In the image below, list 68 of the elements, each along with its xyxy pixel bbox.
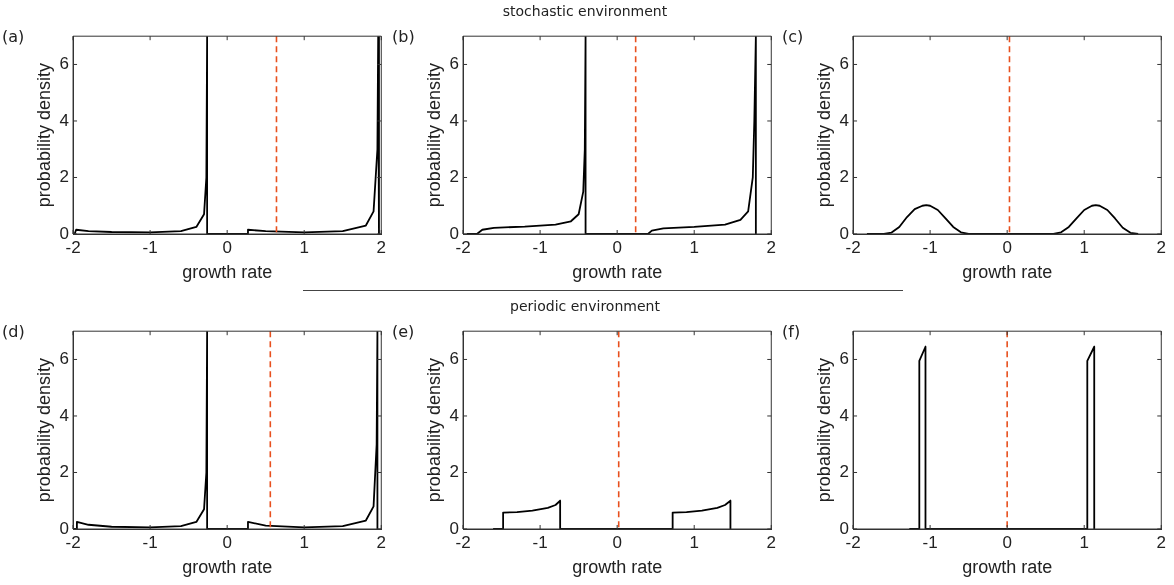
x-axis-title: growth rate	[572, 557, 663, 578]
y-tick-label: 2	[59, 167, 70, 187]
x-tick-label: 2	[376, 237, 387, 257]
text: (b)	[392, 27, 415, 47]
y-axis-title: probability density	[33, 63, 54, 208]
text: (e)	[392, 322, 415, 342]
y-tick-label: 4	[839, 110, 850, 130]
y-tick-label: 0	[839, 223, 850, 243]
x-tick-label: 2	[766, 532, 777, 552]
y-tick-label: 6	[59, 54, 70, 74]
y-tick-label: 6	[59, 349, 70, 369]
x-tick-label: 0	[222, 237, 232, 257]
chart-title: stochastic environment	[501, 2, 669, 21]
x-axis-title: growth rate	[182, 262, 273, 283]
y-tick-label: 4	[839, 405, 850, 425]
x-tick-label: 0	[1002, 237, 1012, 257]
y-axis-title: probability density	[423, 358, 444, 503]
text: (d)	[2, 322, 25, 342]
x-tick-label: -1	[142, 237, 158, 257]
x-axis-title: growth rate	[962, 557, 1053, 578]
x-tick-label: 0	[222, 532, 232, 552]
y-tick-label: 4	[59, 110, 70, 130]
x-tick-label: 2	[766, 237, 777, 257]
x-tick-label: -1	[922, 237, 938, 257]
y-tick-label: 2	[839, 462, 850, 482]
y-tick-label: 4	[449, 405, 460, 425]
chart-title: periodic environment	[509, 297, 661, 316]
y-tick-label: 0	[59, 223, 70, 243]
x-tick-label: 0	[1002, 532, 1012, 552]
x-tick-label: 2	[1156, 532, 1167, 552]
y-tick-label: 6	[839, 54, 850, 74]
x-tick-label: -1	[532, 237, 548, 257]
y-tick-label: 0	[839, 518, 850, 538]
x-tick-label: 1	[1079, 532, 1089, 552]
x-axis-title: growth rate	[182, 557, 273, 578]
x-tick-label: -1	[532, 532, 548, 552]
y-axis-title: probability density	[423, 63, 444, 208]
y-tick-label: 6	[839, 349, 850, 369]
y-tick-label: 0	[449, 223, 460, 243]
x-tick-label: 1	[689, 237, 699, 257]
x-tick-label: 2	[376, 532, 387, 552]
y-tick-label: 4	[449, 110, 460, 130]
y-tick-label: 0	[59, 518, 70, 538]
x-tick-label: -1	[922, 532, 938, 552]
y-tick-label: 2	[59, 462, 70, 482]
y-axis-title: probability density	[813, 63, 834, 208]
y-tick-label: 2	[449, 167, 460, 187]
x-tick-label: 0	[612, 237, 622, 257]
y-tick-label: 2	[449, 462, 460, 482]
text: (f)	[782, 322, 801, 342]
x-tick-label: 2	[1156, 237, 1167, 257]
x-tick-label: -1	[142, 532, 158, 552]
y-tick-label: 4	[59, 405, 70, 425]
y-tick-label: 0	[449, 518, 460, 538]
y-tick-label: 6	[449, 54, 460, 74]
text: (c)	[782, 27, 804, 47]
y-axis-title: probability density	[813, 358, 834, 503]
x-axis-title: growth rate	[572, 262, 663, 283]
x-tick-label: 0	[612, 532, 622, 552]
y-axis-title: probability density	[33, 358, 54, 503]
y-tick-label: 6	[449, 349, 460, 369]
x-tick-label: 1	[299, 237, 309, 257]
text: (a)	[2, 27, 25, 47]
y-tick-label: 2	[839, 167, 850, 187]
x-tick-label: 1	[299, 532, 309, 552]
x-axis-title: growth rate	[962, 262, 1053, 283]
x-tick-label: 1	[689, 532, 699, 552]
x-tick-label: 1	[1079, 237, 1089, 257]
